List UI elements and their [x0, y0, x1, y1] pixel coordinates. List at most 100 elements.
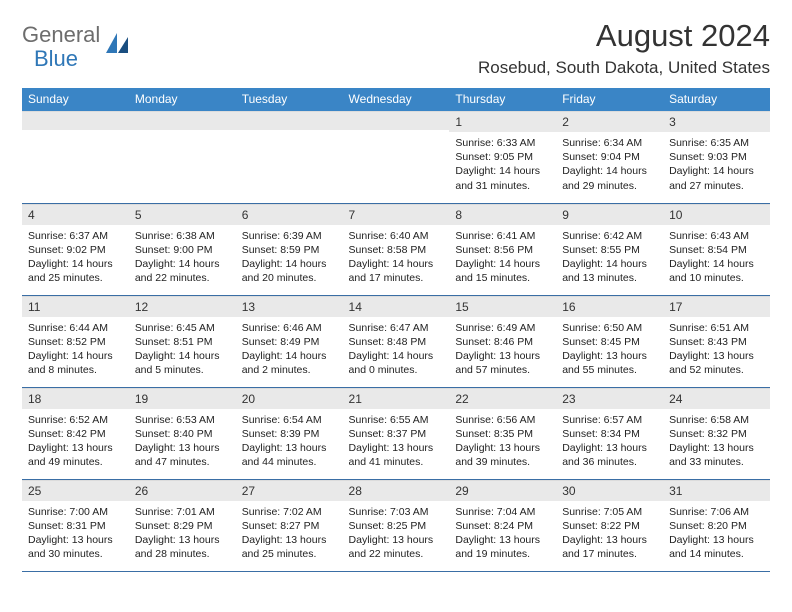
- day-number: 23: [556, 388, 663, 409]
- sunset-text: Sunset: 8:51 PM: [135, 335, 230, 349]
- calendar-page: General Blue August 2024 Rosebud, South …: [0, 0, 792, 582]
- sunset-text: Sunset: 8:45 PM: [562, 335, 657, 349]
- calendar-week: 4Sunrise: 6:37 AMSunset: 9:02 PMDaylight…: [22, 203, 770, 295]
- day-number: 21: [343, 388, 450, 409]
- daylight-text: Daylight: 13 hours and 30 minutes.: [28, 533, 123, 561]
- sunrise-text: Sunrise: 6:45 AM: [135, 321, 230, 335]
- sunrise-text: Sunrise: 7:04 AM: [455, 505, 550, 519]
- day-details: Sunrise: 6:55 AMSunset: 8:37 PMDaylight:…: [343, 409, 450, 474]
- calendar-day: 11Sunrise: 6:44 AMSunset: 8:52 PMDayligh…: [22, 295, 129, 387]
- day-details: Sunrise: 7:05 AMSunset: 8:22 PMDaylight:…: [556, 501, 663, 566]
- daylight-text: Daylight: 14 hours and 22 minutes.: [135, 257, 230, 285]
- day-number: 10: [663, 204, 770, 225]
- calendar-day: 18Sunrise: 6:52 AMSunset: 8:42 PMDayligh…: [22, 387, 129, 479]
- calendar-day: 19Sunrise: 6:53 AMSunset: 8:40 PMDayligh…: [129, 387, 236, 479]
- day-details: Sunrise: 6:50 AMSunset: 8:45 PMDaylight:…: [556, 317, 663, 382]
- calendar-day: 10Sunrise: 6:43 AMSunset: 8:54 PMDayligh…: [663, 203, 770, 295]
- calendar-table: SundayMondayTuesdayWednesdayThursdayFrid…: [22, 88, 770, 572]
- calendar-day: 28Sunrise: 7:03 AMSunset: 8:25 PMDayligh…: [343, 479, 450, 571]
- sunset-text: Sunset: 8:54 PM: [669, 243, 764, 257]
- day-details: Sunrise: 7:02 AMSunset: 8:27 PMDaylight:…: [236, 501, 343, 566]
- month-title: August 2024: [478, 18, 770, 54]
- sunrise-text: Sunrise: 7:03 AM: [349, 505, 444, 519]
- calendar-day: 1Sunrise: 6:33 AMSunset: 9:05 PMDaylight…: [449, 111, 556, 203]
- calendar-day: 30Sunrise: 7:05 AMSunset: 8:22 PMDayligh…: [556, 479, 663, 571]
- sunrise-text: Sunrise: 6:34 AM: [562, 136, 657, 150]
- dow-header: Saturday: [663, 88, 770, 111]
- sunset-text: Sunset: 8:34 PM: [562, 427, 657, 441]
- calendar-day: 7 Sunrise: 6:40 AMSunset: 8:58 PMDaylight…: [343, 203, 450, 295]
- calendar-week: 1Sunrise: 6:33 AMSunset: 9:05 PMDaylight…: [22, 111, 770, 203]
- daylight-text: Daylight: 13 hours and 28 minutes.: [135, 533, 230, 561]
- sunset-text: Sunset: 8:59 PM: [242, 243, 337, 257]
- day-number: 16: [556, 296, 663, 317]
- daylight-text: Daylight: 14 hours and 10 minutes.: [669, 257, 764, 285]
- sunset-text: Sunset: 9:00 PM: [135, 243, 230, 257]
- calendar-day: 9Sunrise: 6:42 AMSunset: 8:55 PMDaylight…: [556, 203, 663, 295]
- calendar-day: [343, 111, 450, 203]
- dow-header: Wednesday: [343, 88, 450, 111]
- daylight-text: Daylight: 13 hours and 14 minutes.: [669, 533, 764, 561]
- daylight-text: Daylight: 13 hours and 19 minutes.: [455, 533, 550, 561]
- daylight-text: Daylight: 14 hours and 27 minutes.: [669, 164, 764, 192]
- sunrise-text: Sunrise: 6:54 AM: [242, 413, 337, 427]
- day-number: 27: [236, 480, 343, 501]
- day-details: Sunrise: 7:01 AMSunset: 8:29 PMDaylight:…: [129, 501, 236, 566]
- day-details: Sunrise: 6:47 AMSunset: 8:48 PMDaylight:…: [343, 317, 450, 382]
- calendar-day: 3Sunrise: 6:35 AMSunset: 9:03 PMDaylight…: [663, 111, 770, 203]
- daylight-text: Daylight: 13 hours and 22 minutes.: [349, 533, 444, 561]
- sunset-text: Sunset: 8:48 PM: [349, 335, 444, 349]
- day-details: [343, 130, 450, 138]
- sunset-text: Sunset: 9:04 PM: [562, 150, 657, 164]
- day-number: 7: [343, 204, 450, 225]
- sunset-text: Sunset: 8:32 PM: [669, 427, 764, 441]
- daylight-text: Daylight: 13 hours and 33 minutes.: [669, 441, 764, 469]
- sunrise-text: Sunrise: 6:58 AM: [669, 413, 764, 427]
- sunset-text: Sunset: 8:58 PM: [349, 243, 444, 257]
- day-details: Sunrise: 7:00 AMSunset: 8:31 PMDaylight:…: [22, 501, 129, 566]
- logo-text-block: General Blue: [22, 24, 100, 70]
- day-number: 30: [556, 480, 663, 501]
- calendar-day: 24Sunrise: 6:58 AMSunset: 8:32 PMDayligh…: [663, 387, 770, 479]
- calendar-week: 11Sunrise: 6:44 AMSunset: 8:52 PMDayligh…: [22, 295, 770, 387]
- daylight-text: Daylight: 14 hours and 25 minutes.: [28, 257, 123, 285]
- sunrise-text: Sunrise: 6:38 AM: [135, 229, 230, 243]
- day-details: [129, 130, 236, 138]
- day-details: Sunrise: 6:49 AMSunset: 8:46 PMDaylight:…: [449, 317, 556, 382]
- sunrise-text: Sunrise: 6:52 AM: [28, 413, 123, 427]
- day-number: 2: [556, 111, 663, 132]
- day-details: Sunrise: 6:51 AMSunset: 8:43 PMDaylight:…: [663, 317, 770, 382]
- calendar-day: 2Sunrise: 6:34 AMSunset: 9:04 PMDaylight…: [556, 111, 663, 203]
- sunrise-text: Sunrise: 6:44 AM: [28, 321, 123, 335]
- sunrise-text: Sunrise: 6:33 AM: [455, 136, 550, 150]
- day-number: 28: [343, 480, 450, 501]
- sunset-text: Sunset: 8:46 PM: [455, 335, 550, 349]
- day-number: 25: [22, 480, 129, 501]
- calendar-day: 27Sunrise: 7:02 AMSunset: 8:27 PMDayligh…: [236, 479, 343, 571]
- daylight-text: Daylight: 13 hours and 49 minutes.: [28, 441, 123, 469]
- calendar-week: 18Sunrise: 6:52 AMSunset: 8:42 PMDayligh…: [22, 387, 770, 479]
- calendar-day: 5Sunrise: 6:38 AMSunset: 9:00 PMDaylight…: [129, 203, 236, 295]
- day-number: 18: [22, 388, 129, 409]
- daylight-text: Daylight: 14 hours and 0 minutes.: [349, 349, 444, 377]
- day-details: Sunrise: 6:42 AMSunset: 8:55 PMDaylight:…: [556, 225, 663, 290]
- calendar-day: 29Sunrise: 7:04 AMSunset: 8:24 PMDayligh…: [449, 479, 556, 571]
- daylight-text: Daylight: 13 hours and 57 minutes.: [455, 349, 550, 377]
- day-number: [129, 111, 236, 130]
- logo: General Blue: [22, 18, 130, 70]
- calendar-day: 22Sunrise: 6:56 AMSunset: 8:35 PMDayligh…: [449, 387, 556, 479]
- day-details: Sunrise: 6:58 AMSunset: 8:32 PMDaylight:…: [663, 409, 770, 474]
- calendar-day: [129, 111, 236, 203]
- day-number: 29: [449, 480, 556, 501]
- daylight-text: Daylight: 13 hours and 47 minutes.: [135, 441, 230, 469]
- sunrise-text: Sunrise: 6:49 AM: [455, 321, 550, 335]
- calendar-header: SundayMondayTuesdayWednesdayThursdayFrid…: [22, 88, 770, 111]
- day-details: Sunrise: 6:43 AMSunset: 8:54 PMDaylight:…: [663, 225, 770, 290]
- sunrise-text: Sunrise: 6:40 AM: [349, 229, 444, 243]
- daylight-text: Daylight: 13 hours and 25 minutes.: [242, 533, 337, 561]
- day-details: Sunrise: 6:38 AMSunset: 9:00 PMDaylight:…: [129, 225, 236, 290]
- day-number: 8: [449, 204, 556, 225]
- daylight-text: Daylight: 14 hours and 17 minutes.: [349, 257, 444, 285]
- dow-header: Tuesday: [236, 88, 343, 111]
- calendar-day: 14Sunrise: 6:47 AMSunset: 8:48 PMDayligh…: [343, 295, 450, 387]
